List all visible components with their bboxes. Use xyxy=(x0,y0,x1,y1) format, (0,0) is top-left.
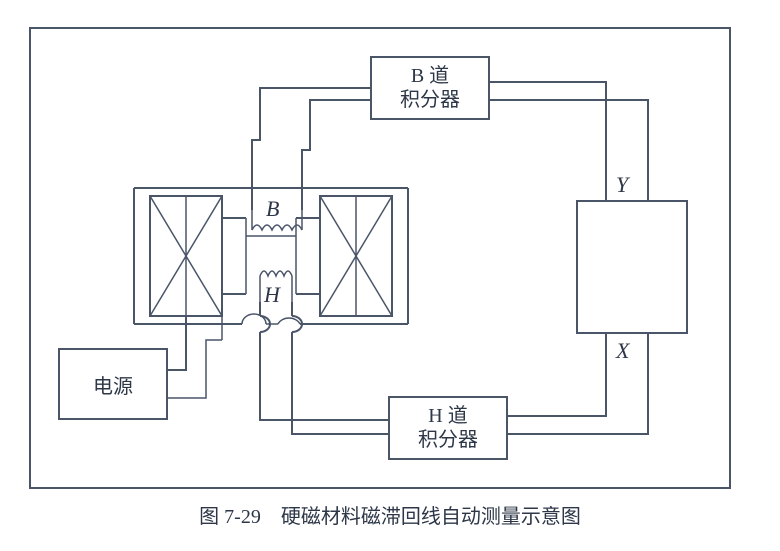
h-integrator-line1: H 道 xyxy=(428,404,467,428)
b-integrator-line2: 积分器 xyxy=(400,88,460,112)
figure-caption: 图 7-29 硬磁材料磁滞回线自动测量示意图 xyxy=(0,500,780,529)
power-supply-label: 电源 xyxy=(93,370,133,399)
b-integrator-line1: B 道 xyxy=(411,64,449,88)
caption-prefix: 图 7-29 xyxy=(199,506,261,528)
h-integrator-line2: 积分器 xyxy=(418,428,478,452)
y-terminal-label: Y xyxy=(616,172,628,198)
b-coil-label: B xyxy=(266,196,279,222)
caption-text: 硬磁材料磁滞回线自动测量示意图 xyxy=(281,506,581,528)
h-coil-label: H xyxy=(264,282,280,308)
h-integrator-block: H 道 积分器 xyxy=(388,396,508,460)
power-supply-block: 电源 xyxy=(58,348,168,420)
circuit-diagram: 电源 B 道 积分器 H 道 积分器 Y X B H 图 7-29 硬磁材料磁滞… xyxy=(0,0,780,551)
b-integrator-block: B 道 积分器 xyxy=(370,56,490,120)
oscilloscope-block xyxy=(576,200,688,334)
x-terminal-label: X xyxy=(616,338,629,364)
